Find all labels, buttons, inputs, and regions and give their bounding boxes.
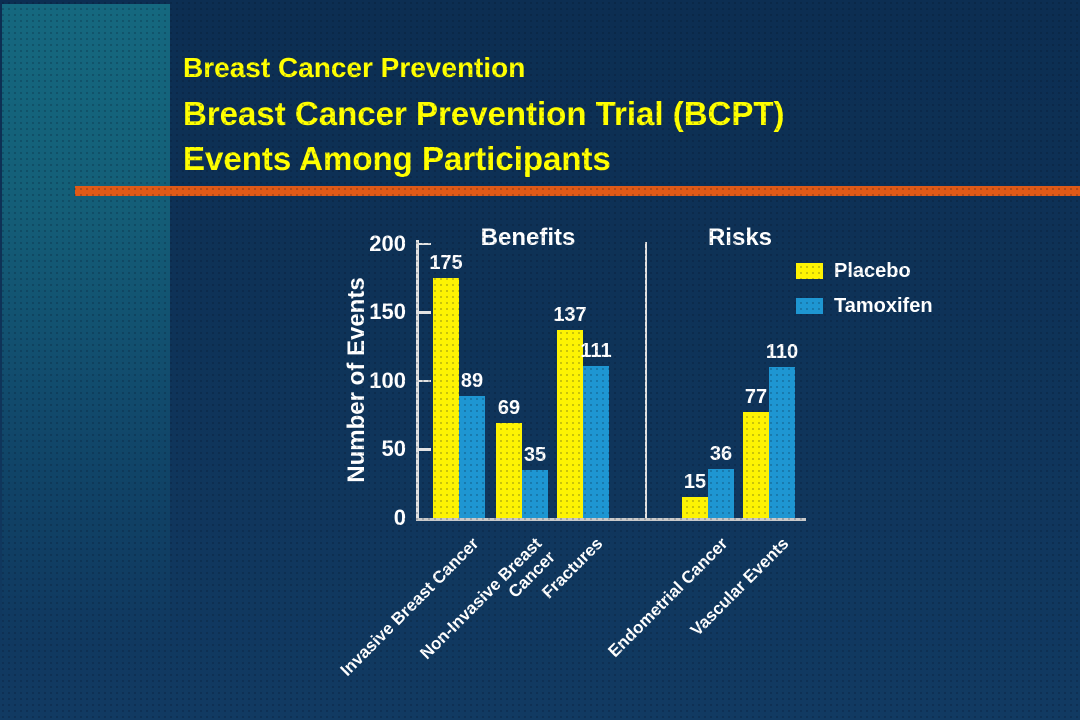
x-axis-line xyxy=(416,518,806,521)
bar-value-label: 111 xyxy=(580,339,612,362)
bar-tamoxifen-fractures xyxy=(583,365,609,518)
y-tick-mark xyxy=(419,379,431,383)
section-title-benefits: Benefits xyxy=(480,224,576,251)
slide-subtitle: Events Among Participants xyxy=(183,140,611,177)
tamoxifen-swatch-icon xyxy=(796,298,823,314)
bar-value-label: 110 xyxy=(765,341,799,364)
placebo-swatch-icon xyxy=(796,263,823,279)
bar-value-label: 175 xyxy=(429,251,463,274)
y-tick-label: 50 xyxy=(381,436,406,462)
legend-label-tamoxifen: Tamoxifen xyxy=(834,295,933,317)
bar-placebo-invasive-breast-cancer xyxy=(433,277,459,518)
section-divider-line xyxy=(645,242,647,518)
y-tick-label: 200 xyxy=(369,230,406,256)
y-tick-mark xyxy=(419,311,431,314)
bar-tamoxifen-vascular-events xyxy=(769,367,795,518)
chart-legend: Placebo Tamoxifen xyxy=(796,260,933,330)
section-title-risks: Risks xyxy=(707,224,773,251)
legend-item-tamoxifen: Tamoxifen xyxy=(796,295,933,317)
slide-kicker: Breast Cancer Prevention xyxy=(183,52,526,83)
y-tick-mark xyxy=(419,242,431,246)
bar-tamoxifen-non-invasive-breast-cancer xyxy=(522,469,548,518)
legend-label-placebo: Placebo xyxy=(834,260,911,282)
y-tick-mark xyxy=(419,448,431,451)
bar-value-label: 15 xyxy=(683,471,707,494)
slide-title: Breast Cancer Prevention Trial (BCPT) xyxy=(183,95,785,132)
bar-value-label: 137 xyxy=(553,304,587,327)
bar-placebo-non-invasive-breast-cancer xyxy=(496,423,522,518)
y-axis-line xyxy=(416,240,419,521)
bar-placebo-fractures xyxy=(557,330,583,518)
bar-value-label: 89 xyxy=(460,369,484,392)
title-block: Breast Cancer Prevention Breast Cancer P… xyxy=(183,52,785,185)
bar-tamoxifen-endometrial-cancer xyxy=(708,468,734,518)
title-divider-rule xyxy=(75,186,1080,196)
legend-item-placebo: Placebo xyxy=(796,260,933,282)
bar-value-label: 36 xyxy=(709,442,733,465)
left-accent-panel xyxy=(2,4,170,644)
y-tick-label: 100 xyxy=(369,367,406,393)
bar-value-label: 77 xyxy=(744,386,768,409)
y-tick-label: 0 xyxy=(393,505,406,530)
bar-placebo-endometrial-cancer xyxy=(682,497,708,518)
bar-tamoxifen-invasive-breast-cancer xyxy=(459,395,485,518)
bar-value-label: 69 xyxy=(497,397,521,420)
bar-placebo-vascular-events xyxy=(743,412,769,518)
category-label-line: Cancer xyxy=(504,547,559,602)
y-tick-label: 150 xyxy=(369,299,406,325)
bar-value-label: 35 xyxy=(523,443,547,466)
